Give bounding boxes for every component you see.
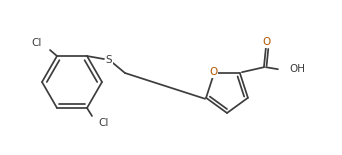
- Text: O: O: [263, 37, 271, 47]
- Text: S: S: [106, 55, 112, 65]
- Text: Cl: Cl: [98, 118, 108, 128]
- Text: O: O: [209, 67, 217, 77]
- Text: Cl: Cl: [31, 38, 42, 48]
- Text: OH: OH: [289, 64, 305, 74]
